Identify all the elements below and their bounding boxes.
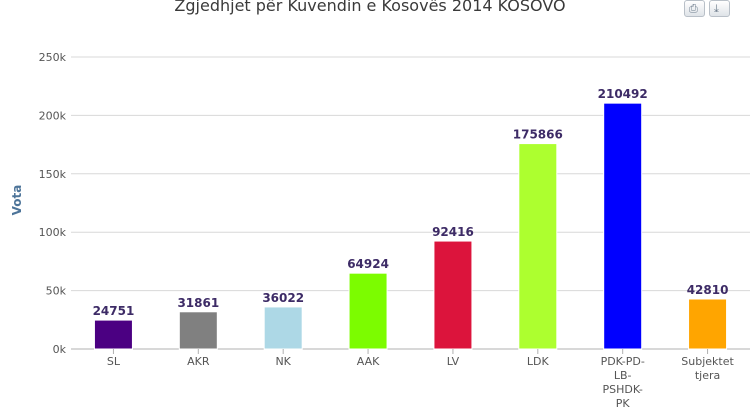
x-tick-label: PK	[616, 397, 631, 409]
y-tick-label: 250k	[39, 51, 67, 64]
x-tick-label: LV	[447, 355, 460, 368]
data-label: 42810	[687, 283, 729, 297]
y-tick-label: 50k	[46, 285, 67, 298]
x-axis-ticks: SL AKR NK AAK LV LDK PDK-PD-LB-PSHDK-PK Subjekt…	[107, 349, 735, 409]
bar	[518, 143, 558, 350]
data-label: 31861	[177, 296, 219, 310]
x-tick-label: AKR	[187, 355, 210, 368]
bar	[263, 306, 303, 350]
bars	[93, 102, 728, 350]
chart-title: Zgjedhjet për Kuvendin e Kosovës 2014 KO…	[174, 0, 565, 15]
bar	[603, 102, 643, 350]
printer-icon: ⎙	[689, 2, 698, 15]
y-axis-ticks: 0k 50k 100k 150k 200k 250k	[39, 51, 67, 356]
x-tick-label: AAK	[357, 355, 380, 368]
data-label: 36022	[262, 291, 304, 305]
y-axis-label: Vota	[10, 185, 24, 216]
x-tick-label: NK	[275, 355, 291, 368]
y-tick-label: 200k	[39, 109, 67, 122]
x-tick-label: LDK	[527, 355, 550, 368]
data-label: 175866	[513, 128, 563, 142]
data-label: 210492	[598, 87, 648, 101]
x-tick-label: tjera	[695, 369, 720, 382]
y-tick-label: 0k	[53, 343, 67, 356]
bar	[178, 311, 218, 350]
export-button[interactable]: ⤓	[709, 0, 730, 17]
bar	[688, 298, 728, 350]
gridlines	[71, 56, 750, 350]
x-tick-label: SL	[107, 355, 121, 368]
data-label: 24751	[93, 304, 135, 318]
bar	[433, 240, 473, 350]
x-tick-label: LB-	[614, 369, 632, 382]
bar	[348, 272, 388, 350]
download-icon: ⤓	[714, 2, 719, 15]
data-labels: 24751 31861 36022 64924 92416 175866 210492 428…	[93, 87, 729, 318]
x-tick-label: PSHDK-	[602, 383, 642, 396]
y-tick-label: 100k	[39, 226, 67, 239]
print-button[interactable]: ⎙	[684, 0, 705, 17]
bar	[93, 319, 133, 350]
x-tick-label: Subjektet	[681, 355, 734, 368]
y-tick-label: 150k	[39, 168, 67, 181]
data-label: 64924	[347, 257, 389, 271]
x-tick-label: PDK-PD-	[601, 355, 645, 368]
data-label: 92416	[432, 225, 474, 239]
